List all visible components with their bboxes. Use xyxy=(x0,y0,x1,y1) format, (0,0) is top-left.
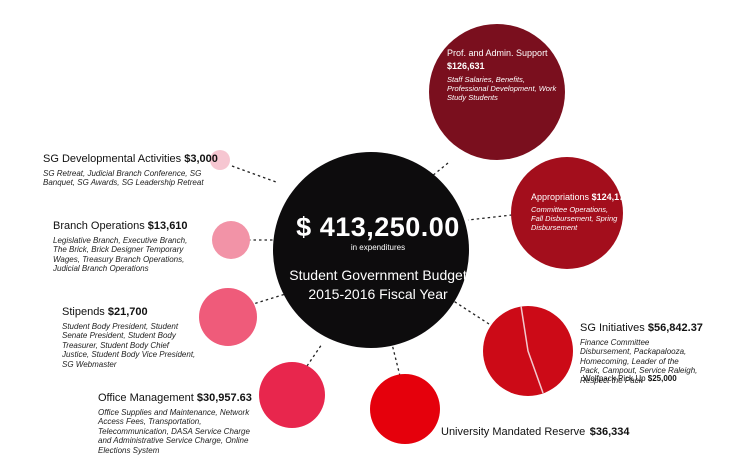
connector-university-reserve xyxy=(391,343,401,377)
circle-office-management xyxy=(259,362,325,428)
total-amount: $ 413,250.00 xyxy=(296,212,460,242)
amount-university-reserve: $36,334 xyxy=(589,426,630,438)
circle-prof-admin xyxy=(429,24,565,160)
desc-sg-developmental: SG Retreat, Judicial Branch Conference, … xyxy=(43,168,204,188)
connector-sg-developmental xyxy=(231,165,277,183)
circle-branch-operations xyxy=(212,221,250,259)
label-wolfpack-pickup: Wolfpack Pick Up $25,000 xyxy=(583,374,677,383)
connector-sg-initiatives xyxy=(451,299,490,325)
title-prof-admin: Prof. and Admin. Support xyxy=(447,48,548,58)
title-branch-operations: Branch Operations xyxy=(53,220,145,232)
label-branch-operations: Branch Operations $13,610 Legislative Br… xyxy=(53,220,201,274)
label-office-management: Office Management $30,957.63 Office Supp… xyxy=(98,392,258,456)
circle-university-reserve xyxy=(370,374,440,444)
center-label: $ 413,250.00 in expenditures Student Gov… xyxy=(278,212,478,304)
total-budget-circle xyxy=(273,152,469,348)
budget-title-line2: 2015-2016 Fiscal Year xyxy=(308,285,448,302)
desc-sg-initiatives: Finance Committee Disbursement, Packapal… xyxy=(580,337,698,386)
amount-stipends: $21,700 xyxy=(107,306,148,318)
label-university-reserve: University Mandated Reserve $36,334 xyxy=(441,422,630,440)
desc-prof-admin: Staff Salaries, Benefits, Professional D… xyxy=(447,74,557,102)
label-sg-developmental: SG Developmental Activities $3,000 SG Re… xyxy=(43,153,218,188)
wolfpack-pickup-label: Wolfpack Pick Up xyxy=(583,374,646,383)
connector-prof-admin xyxy=(414,162,449,191)
title-office-management-row: Office Management $30,957.63 xyxy=(98,392,258,405)
title-appropriations-row: Appropriations $124,175 xyxy=(531,192,629,202)
label-prof-admin: Prof. and Admin. Support $126,631 Staff … xyxy=(447,48,559,102)
wolfpack-pickup-divider xyxy=(520,305,544,394)
amount-branch-operations: $13,610 xyxy=(147,220,188,232)
amount-sg-developmental: $3,000 xyxy=(184,153,218,165)
amount-sg-initiatives: $56,842.37 xyxy=(647,322,703,334)
connector-stipends xyxy=(249,291,293,306)
amount-office-management: $30,957.63 xyxy=(196,392,252,404)
title-office-management: Office Management xyxy=(98,392,194,404)
title-sg-developmental-row: SG Developmental Activities $3,000 xyxy=(43,153,218,166)
title-university-reserve: University Mandated Reserve xyxy=(441,426,586,438)
title-branch-operations-row: Branch Operations $13,610 xyxy=(53,220,201,233)
connector-office-management xyxy=(306,343,323,367)
connector-appropriations xyxy=(467,214,513,221)
amount-prof-admin: $126,631 xyxy=(447,61,485,72)
title-sg-developmental: SG Developmental Activities xyxy=(43,153,182,165)
title-appropriations: Appropriations xyxy=(531,192,590,202)
budget-title-line1: Student Government Budget xyxy=(289,267,467,283)
label-stipends: Stipends $21,700 Student Body President,… xyxy=(62,306,198,370)
label-appropriations: Appropriations $124,175 Committee Operat… xyxy=(531,192,629,233)
desc-branch-operations: Legislative Branch, Executive Branch, Th… xyxy=(53,235,188,274)
desc-office-management: Office Supplies and Maintenance, Network… xyxy=(98,407,250,456)
total-subtitle: in expenditures xyxy=(350,243,406,252)
wolfpack-pickup-amount: $25,000 xyxy=(647,374,677,383)
title-sg-initiatives: SG Initiatives xyxy=(580,322,645,334)
label-sg-initiatives: SG Initiatives $56,842.37 Finance Commit… xyxy=(580,322,703,386)
circle-stipends xyxy=(199,288,257,346)
title-stipends: Stipends xyxy=(62,306,105,318)
desc-stipends: Student Body President, Student Senate P… xyxy=(62,321,196,370)
title-sg-initiatives-row: SG Initiatives $56,842.37 xyxy=(580,322,703,335)
amount-appropriations: $124,175 xyxy=(591,192,630,202)
circle-sg-developmental xyxy=(210,150,230,170)
circle-appropriations xyxy=(511,157,623,269)
title-stipends-row: Stipends $21,700 xyxy=(62,306,198,319)
desc-appropriations: Committee Operations, Fall Disbursement,… xyxy=(531,205,618,233)
budget-title: Student Government Budget 2015-2016 Fisc… xyxy=(278,266,478,304)
